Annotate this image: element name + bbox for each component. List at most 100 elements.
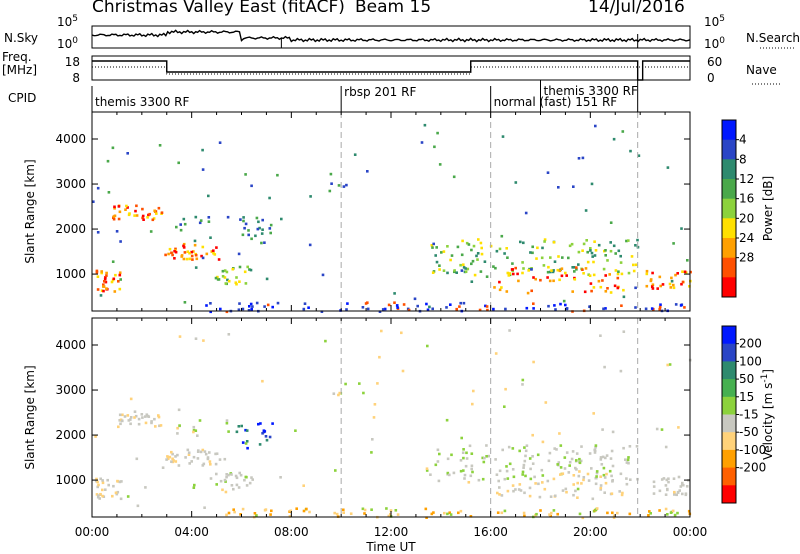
data-cell <box>239 473 243 477</box>
freq-tick-top: 18 <box>65 55 80 69</box>
data-cell <box>506 489 510 493</box>
data-cell <box>224 282 228 285</box>
data-cell <box>363 508 367 512</box>
data-cell <box>144 415 147 418</box>
cpid-label: CPID <box>8 91 36 105</box>
data-cell <box>446 271 449 275</box>
data-cell <box>542 264 546 267</box>
data-cell <box>101 479 104 482</box>
data-cell <box>621 130 625 133</box>
nsky-label: N.Sky <box>4 31 38 45</box>
data-cell <box>522 466 525 469</box>
data-cell <box>185 257 189 261</box>
nsearch-label: N.Search <box>746 31 800 45</box>
data-cell <box>611 464 615 468</box>
nave-trace <box>92 66 690 75</box>
data-cell <box>112 484 115 488</box>
data-cell <box>321 273 325 277</box>
data-cell <box>564 487 568 491</box>
data-cell <box>208 451 211 454</box>
data-cell <box>118 210 122 214</box>
data-cell <box>270 509 273 513</box>
data-cell <box>591 255 594 258</box>
data-cell <box>225 513 228 517</box>
data-cell <box>245 484 249 487</box>
data-cell <box>201 148 204 152</box>
colorbar-swatch <box>722 326 736 345</box>
data-cell <box>194 266 198 269</box>
data-cell <box>680 227 683 230</box>
data-cell <box>535 257 538 260</box>
colorbar-tick-label: 50 <box>739 372 754 386</box>
data-cell <box>655 427 659 431</box>
data-cell <box>183 222 187 226</box>
data-cell <box>531 251 534 255</box>
data-cell <box>192 455 196 459</box>
data-cell <box>176 426 179 430</box>
data-cell <box>431 307 434 311</box>
data-cell <box>244 173 247 176</box>
data-cell <box>538 495 542 499</box>
data-cell <box>470 464 474 468</box>
data-cell <box>225 473 228 476</box>
data-cell <box>366 301 369 304</box>
data-cell <box>658 509 661 512</box>
data-cell <box>591 497 595 501</box>
data-cell <box>308 510 311 514</box>
nsky-tick-bottom: 100 <box>57 36 78 51</box>
data-cell <box>223 457 227 461</box>
data-cell <box>619 254 622 258</box>
data-cell <box>580 445 583 448</box>
data-cell <box>334 469 337 472</box>
data-cell <box>216 275 219 279</box>
data-cell <box>627 461 630 465</box>
data-cell <box>449 513 453 516</box>
data-cell <box>628 445 632 448</box>
data-cell <box>599 486 603 490</box>
data-cell <box>276 301 280 305</box>
data-cell <box>182 242 186 246</box>
data-cell <box>672 242 675 245</box>
data-cell <box>227 430 230 433</box>
colorbar-label: Power [dB] <box>761 176 775 241</box>
data-cell <box>481 456 484 460</box>
data-cell <box>565 307 569 311</box>
data-cell <box>503 252 506 255</box>
data-cell <box>550 511 553 515</box>
data-cell <box>636 238 639 242</box>
data-cell <box>460 436 463 440</box>
data-cell <box>602 473 606 477</box>
data-cell <box>540 256 544 260</box>
data-cell <box>476 252 480 255</box>
data-cell <box>233 510 236 514</box>
data-cell <box>514 488 517 491</box>
data-cell <box>571 290 574 293</box>
data-cell <box>193 483 196 487</box>
data-cell <box>117 280 120 283</box>
data-cell <box>329 172 333 176</box>
plot-area <box>92 318 690 517</box>
data-cell <box>518 483 522 486</box>
data-cell <box>529 251 532 254</box>
data-cell <box>543 487 547 491</box>
beam-label: Beam 15 <box>355 0 432 17</box>
data-cell <box>448 473 451 477</box>
data-cell <box>459 469 463 473</box>
data-cell <box>232 487 235 491</box>
data-cell <box>199 219 203 222</box>
data-cell <box>601 455 605 459</box>
data-cell <box>113 205 116 209</box>
data-cell <box>255 216 259 220</box>
colorbar-swatch <box>722 485 736 504</box>
data-cell <box>616 276 620 280</box>
data-cell <box>473 273 477 277</box>
data-cell <box>455 307 458 311</box>
data-cell <box>459 509 463 513</box>
data-cell <box>672 286 676 290</box>
data-cell <box>494 458 497 461</box>
data-cell <box>682 483 685 487</box>
data-cell <box>575 459 578 462</box>
data-cell <box>521 470 525 474</box>
data-cell <box>450 254 454 257</box>
data-cell <box>260 232 264 235</box>
